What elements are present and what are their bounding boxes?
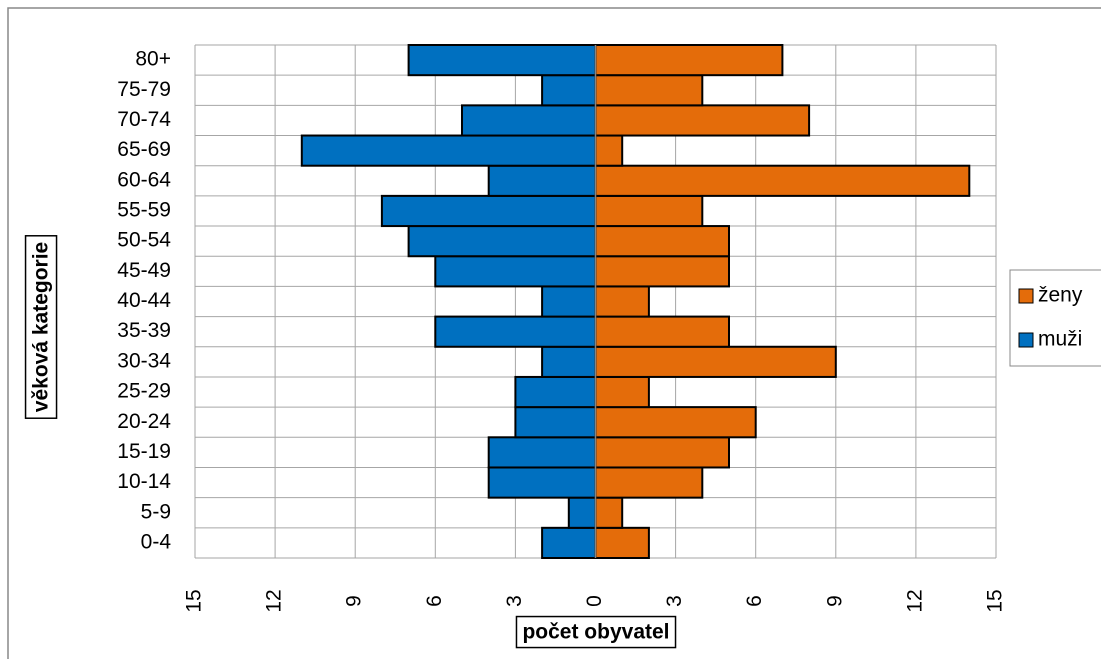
bar bbox=[487, 436, 597, 469]
legend-swatch bbox=[1018, 288, 1034, 304]
bar bbox=[594, 466, 704, 499]
bar bbox=[594, 436, 730, 469]
bar bbox=[380, 194, 597, 228]
x-tick-label: 15 bbox=[984, 589, 1007, 612]
bar bbox=[541, 74, 597, 107]
bar bbox=[594, 134, 624, 167]
bar bbox=[407, 44, 597, 77]
bar bbox=[434, 315, 597, 348]
bar bbox=[594, 406, 757, 439]
y-tick-label: 25-29 bbox=[117, 380, 171, 403]
y-tick-label: 40-44 bbox=[117, 289, 171, 312]
legend-frame bbox=[1009, 269, 1101, 367]
bar bbox=[594, 526, 650, 560]
x-tick-label: 6 bbox=[743, 595, 766, 607]
bar bbox=[461, 104, 597, 137]
bar bbox=[594, 375, 650, 409]
x-axis-title-box bbox=[515, 615, 677, 649]
legend-label: muži bbox=[1038, 328, 1082, 351]
bar bbox=[594, 315, 730, 348]
bar bbox=[541, 526, 597, 560]
bar bbox=[407, 225, 597, 258]
bar bbox=[487, 164, 597, 197]
y-axis-title: věková kategorie bbox=[30, 242, 53, 412]
bar bbox=[594, 496, 624, 529]
x-tick-label: 3 bbox=[663, 595, 686, 607]
x-tick-label: 15 bbox=[183, 589, 206, 612]
x-tick-label: 6 bbox=[423, 595, 446, 607]
y-tick-label: 30-34 bbox=[117, 349, 171, 372]
bar bbox=[514, 375, 597, 409]
y-axis-title-box bbox=[24, 235, 58, 419]
x-tick-label: 12 bbox=[263, 589, 286, 612]
y-tick-label: 75-79 bbox=[117, 78, 171, 101]
y-tick-label: 5-9 bbox=[141, 500, 171, 523]
x-tick-label: 9 bbox=[343, 595, 366, 607]
bar bbox=[541, 285, 597, 318]
bar bbox=[594, 44, 784, 77]
y-tick-label: 0-4 bbox=[141, 530, 172, 553]
bar bbox=[567, 496, 597, 529]
x-tick-label: 12 bbox=[903, 589, 926, 612]
bar bbox=[594, 255, 730, 288]
bar bbox=[594, 194, 704, 228]
y-tick-label: 15-19 bbox=[117, 440, 171, 463]
y-tick-label: 50-54 bbox=[117, 229, 171, 252]
bar bbox=[594, 345, 837, 378]
y-tick-label: 10-14 bbox=[117, 470, 171, 493]
bar bbox=[487, 466, 597, 499]
y-tick-label: 55-59 bbox=[117, 199, 171, 222]
y-tick-label: 70-74 bbox=[117, 108, 171, 131]
x-axis-title: počet obyvatel bbox=[522, 621, 669, 644]
bar bbox=[594, 285, 650, 318]
bar bbox=[541, 345, 597, 378]
y-tick-label: 20-24 bbox=[117, 410, 171, 433]
y-tick-label: 60-64 bbox=[117, 168, 171, 191]
bar bbox=[594, 164, 971, 197]
bar bbox=[434, 255, 597, 288]
x-tick-label: 0 bbox=[583, 595, 606, 607]
bar bbox=[514, 406, 597, 439]
y-tick-label: 65-69 bbox=[117, 138, 171, 161]
x-tick-label: 9 bbox=[823, 595, 846, 607]
legend-label: ženy bbox=[1038, 284, 1083, 307]
legend-swatch bbox=[1018, 332, 1034, 348]
y-tick-label: 45-49 bbox=[117, 259, 171, 282]
bar bbox=[594, 104, 811, 137]
bar bbox=[594, 225, 730, 258]
y-tick-label: 80+ bbox=[135, 48, 171, 71]
y-tick-label: 35-39 bbox=[117, 319, 171, 342]
bar bbox=[300, 134, 597, 167]
x-tick-label: 3 bbox=[503, 595, 526, 607]
bar bbox=[594, 74, 704, 107]
